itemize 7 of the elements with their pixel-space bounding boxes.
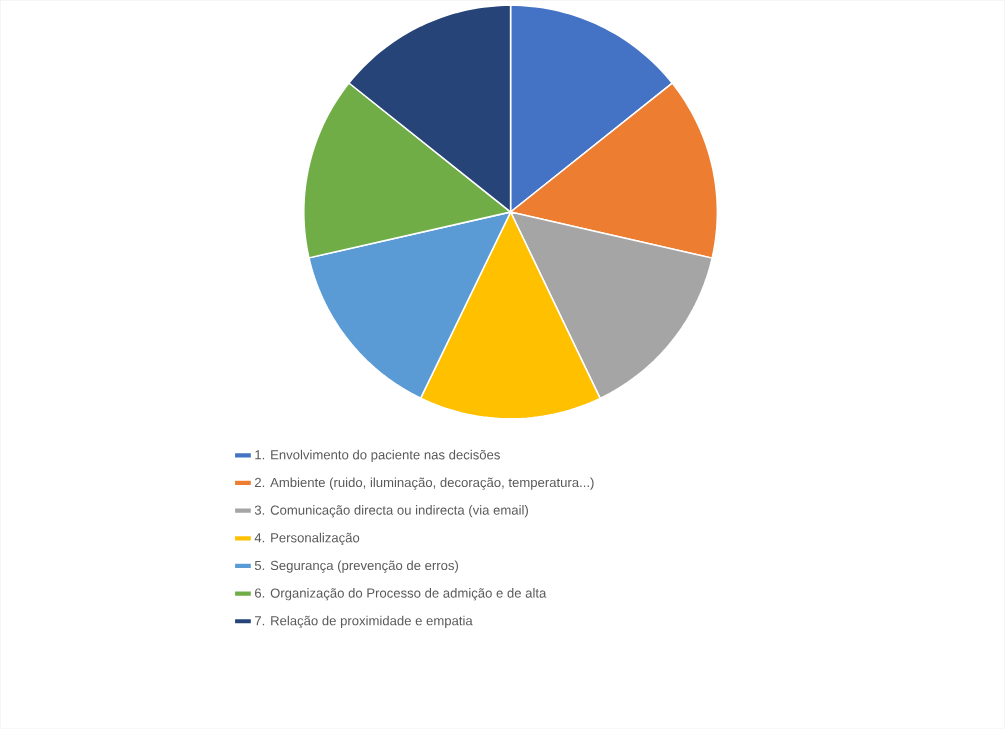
legend-label: 5. Segurança (prevenção de erros)	[254, 560, 459, 573]
legend-label: 1. Envolvimento do paciente nas decisões	[255, 449, 500, 463]
legend-label: 2. Ambiente (ruido, iluminação, decoração, temperatura...)	[255, 477, 594, 490]
legend-label: 3. Comunicação directa ou indirecta (via email)	[254, 505, 528, 518]
legend-label: 6. Organização do Processo de admição e de alta	[255, 588, 547, 601]
legend-label: 4. Personalização	[254, 532, 360, 546]
legend-label: 7. Relação de proximidade e empatia	[255, 615, 473, 629]
